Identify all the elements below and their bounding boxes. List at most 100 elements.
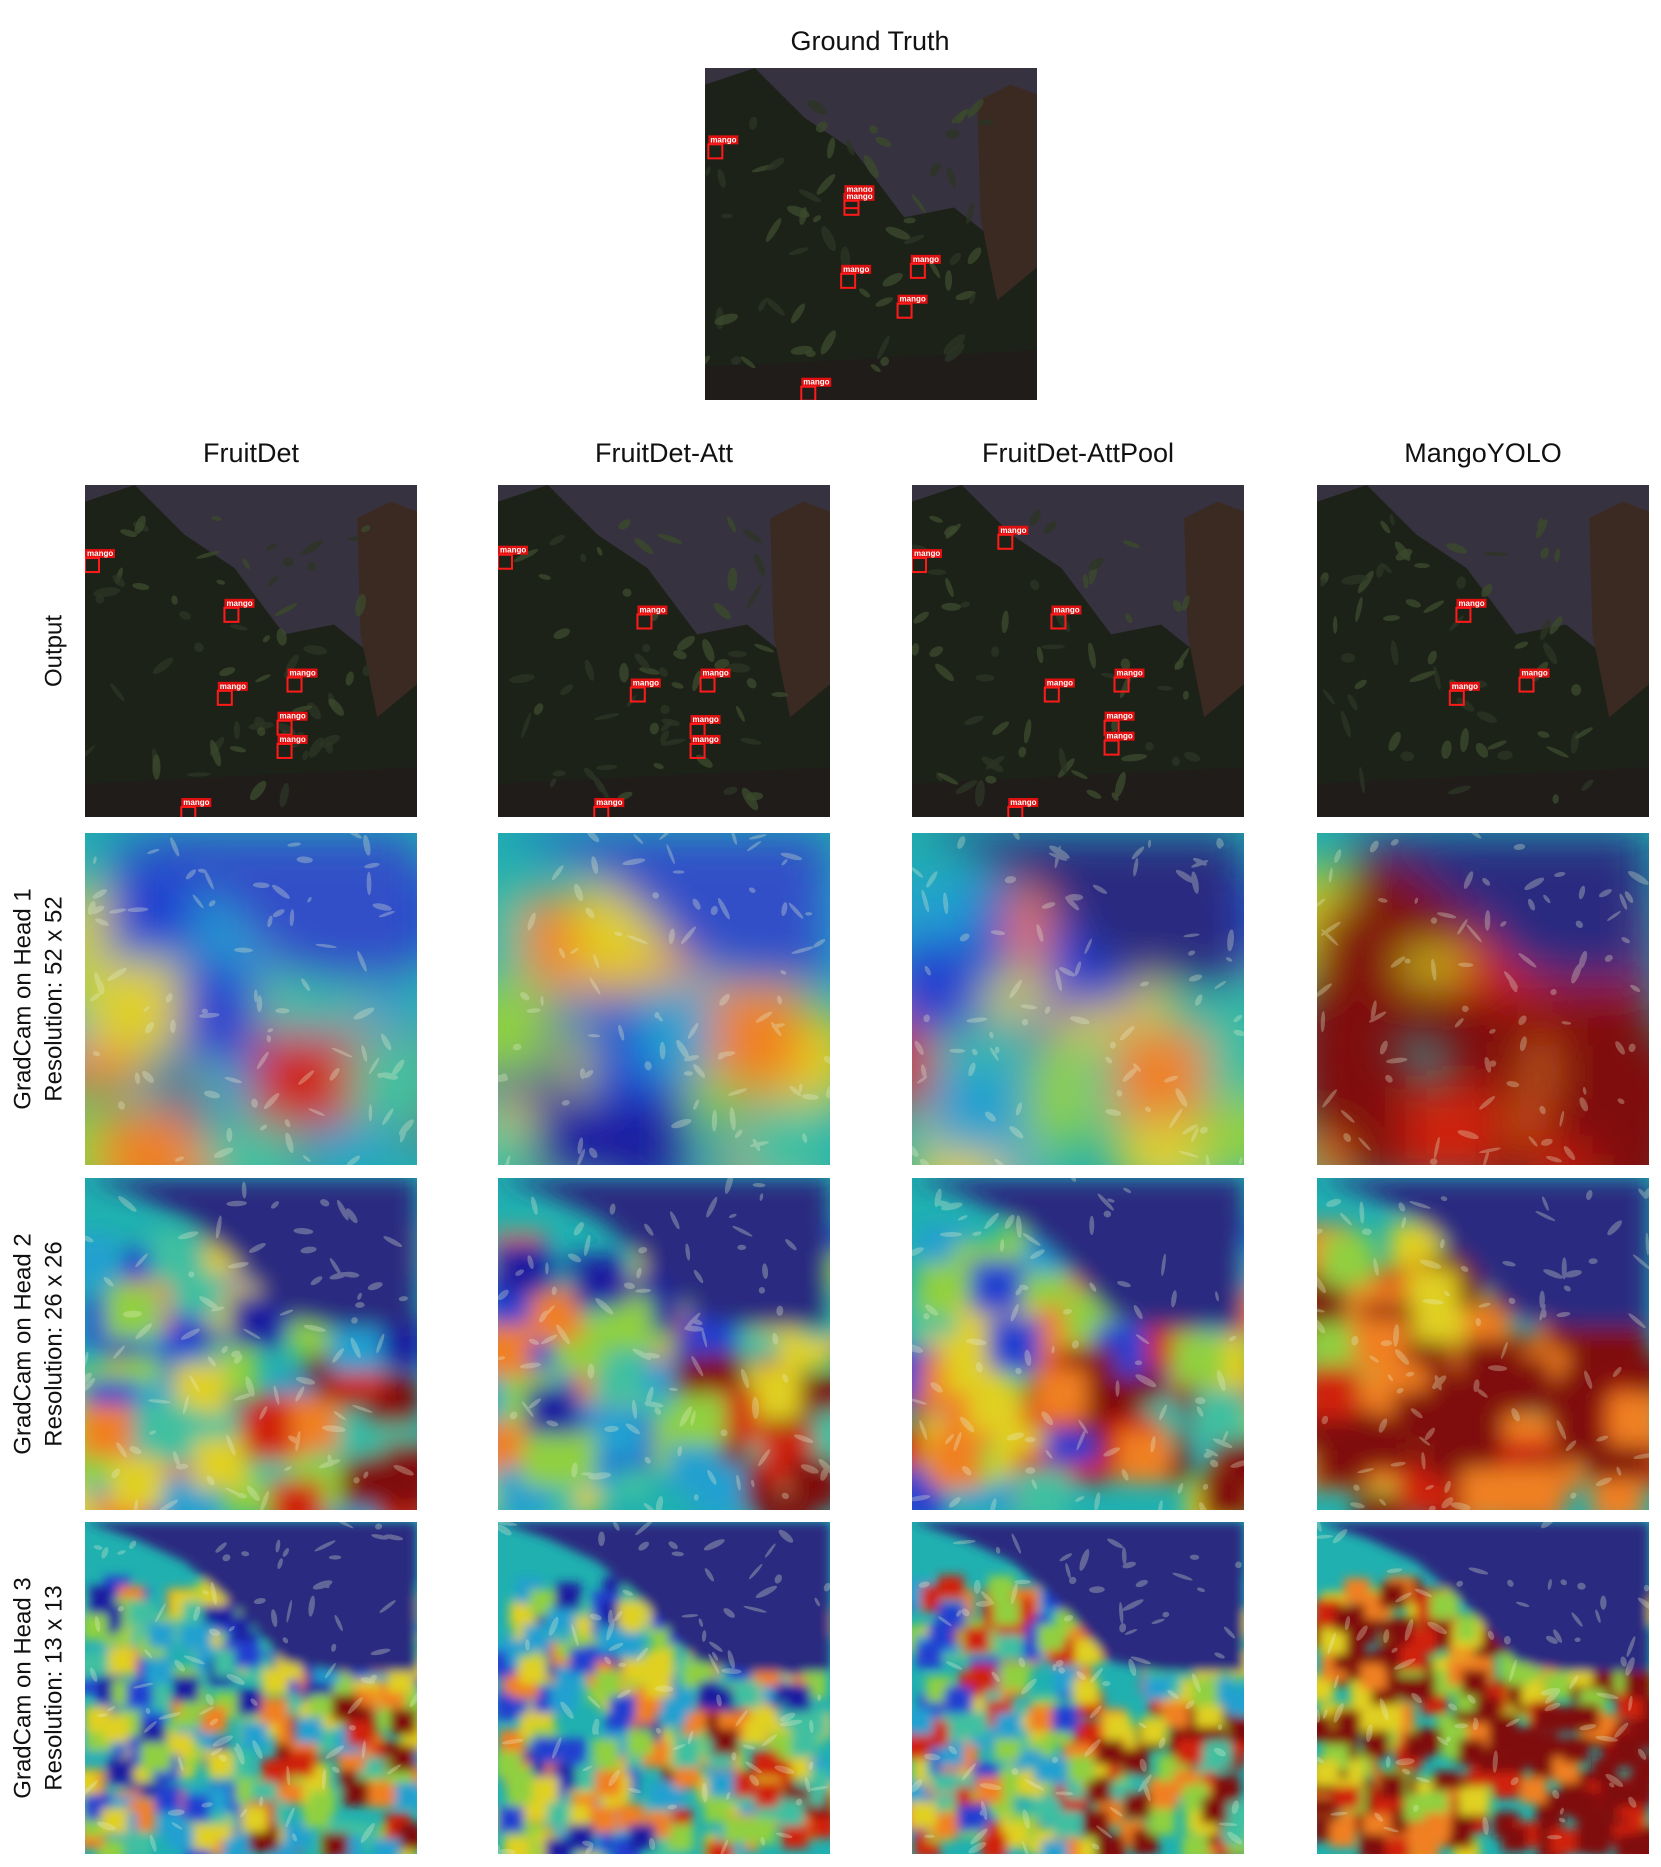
detection-label-bg — [85, 549, 115, 559]
detection-label: mango — [639, 605, 665, 614]
detection-label-bg — [1456, 598, 1487, 608]
detection-box — [1007, 806, 1024, 817]
detection-label-bg — [998, 525, 1029, 535]
detection-box — [800, 385, 817, 400]
detection-label: mango — [693, 715, 719, 724]
detection-label-bg — [1104, 731, 1135, 741]
detection-label-bg — [801, 377, 832, 387]
detection-box — [629, 686, 646, 703]
detection-box — [223, 606, 240, 623]
detection-box — [909, 262, 926, 279]
column-title: FruitDet-Att — [595, 438, 734, 468]
detection-label-bg — [897, 294, 928, 304]
detection-box — [1043, 686, 1060, 703]
detection-label-bg — [1051, 605, 1082, 615]
detection-label: mango — [710, 135, 736, 144]
detection-label-bg — [630, 678, 661, 688]
output-image: mango mango mango mango mango mango mango mango — [912, 485, 1244, 817]
detection-label-bg — [277, 734, 308, 744]
gradcam-image — [1317, 1522, 1649, 1854]
detection-box — [1455, 606, 1472, 623]
detection-label: mango — [703, 669, 729, 678]
detection-label: mango — [803, 378, 829, 387]
row-label: GradCam on Head 2 — [9, 1233, 36, 1454]
detection-box — [216, 689, 233, 706]
gradcam-image — [85, 1522, 417, 1854]
detection-label: mango — [280, 712, 306, 721]
gradcam-image — [1317, 1178, 1649, 1510]
row-label: GradCam on Head 1 — [9, 888, 36, 1109]
detection-box — [276, 719, 293, 736]
detection-box — [593, 806, 610, 817]
output-image: mango mango mango mango mango mango mango — [85, 485, 417, 817]
detection-label-bg — [844, 185, 875, 195]
gradcam-image — [498, 1178, 830, 1510]
detection-label: mango — [1107, 712, 1133, 721]
detection-label: mango — [1047, 679, 1073, 688]
detection-box — [276, 742, 293, 759]
detection-label-bg — [708, 135, 739, 145]
detection-label: mango — [280, 735, 306, 744]
detection-label-bg — [1104, 711, 1135, 721]
detection-box — [498, 553, 513, 570]
detection-box — [707, 143, 724, 160]
gradcam-image — [912, 1178, 1244, 1510]
detection-label-bg — [912, 549, 942, 559]
detection-label-bg — [277, 711, 308, 721]
detection-label-bg — [224, 598, 255, 608]
detection-label: mango — [183, 798, 209, 807]
column-title: FruitDet — [203, 438, 300, 468]
detection-label: mango — [596, 798, 622, 807]
detection-label: mango — [633, 679, 659, 688]
detection-label-bg — [287, 668, 318, 678]
row-label: Resolution: 26 x 26 — [40, 1241, 67, 1446]
detection-label: mango — [1522, 669, 1548, 678]
detection-label: mango — [693, 735, 719, 744]
detection-label: mango — [220, 682, 246, 691]
detection-label: mango — [843, 265, 869, 274]
row-label: Resolution: 13 x 13 — [40, 1585, 67, 1790]
detection-label-bg — [700, 668, 731, 678]
gradcam-image — [1317, 833, 1649, 1165]
detection-label: mango — [500, 546, 526, 555]
detection-box — [286, 676, 303, 693]
ground-truth-title: Ground Truth — [790, 26, 949, 56]
detection-label: mango — [900, 295, 926, 304]
gradcam-image — [498, 1522, 830, 1854]
detection-box — [699, 676, 716, 693]
detection-label: mango — [846, 192, 872, 201]
detection-box — [180, 806, 197, 817]
detection-box — [636, 613, 653, 630]
gradcam-image — [85, 1178, 417, 1510]
detection-label: mango — [1053, 605, 1079, 614]
detection-label-bg — [217, 681, 248, 691]
detection-label: mango — [1010, 798, 1036, 807]
detection-label-bg — [1449, 681, 1480, 691]
detection-box — [1050, 613, 1067, 630]
detection-box — [912, 557, 927, 574]
gradcam-image — [912, 1522, 1244, 1854]
detection-label: mango — [1117, 669, 1143, 678]
output-image: mango mango mango — [1317, 485, 1649, 817]
detection-label-bg — [690, 734, 721, 744]
detection-label: mango — [1000, 526, 1026, 535]
detection-box — [1518, 676, 1535, 693]
detection-label-bg — [910, 254, 941, 264]
detection-label: mango — [1458, 599, 1484, 608]
gradcam-image — [912, 833, 1244, 1165]
detection-label-bg — [498, 545, 528, 555]
detection-label-bg — [181, 798, 212, 808]
detection-label-bg — [841, 264, 872, 274]
row-label: GradCam on Head 3 — [9, 1577, 36, 1798]
detection-label-bg — [1008, 798, 1039, 808]
detection-label-bg — [1519, 668, 1550, 678]
detection-label: mango — [914, 549, 940, 558]
detection-box — [843, 199, 860, 216]
detection-label: mango — [226, 599, 252, 608]
detection-label-bg — [844, 191, 875, 201]
column-title: MangoYOLO — [1404, 438, 1562, 468]
detection-label: mango — [290, 669, 316, 678]
detection-box — [1103, 739, 1120, 756]
detection-label: mango — [846, 185, 872, 194]
